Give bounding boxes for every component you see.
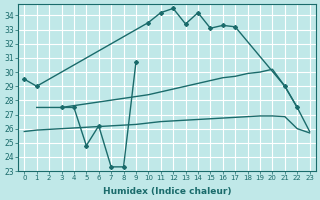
X-axis label: Humidex (Indice chaleur): Humidex (Indice chaleur) bbox=[103, 187, 231, 196]
